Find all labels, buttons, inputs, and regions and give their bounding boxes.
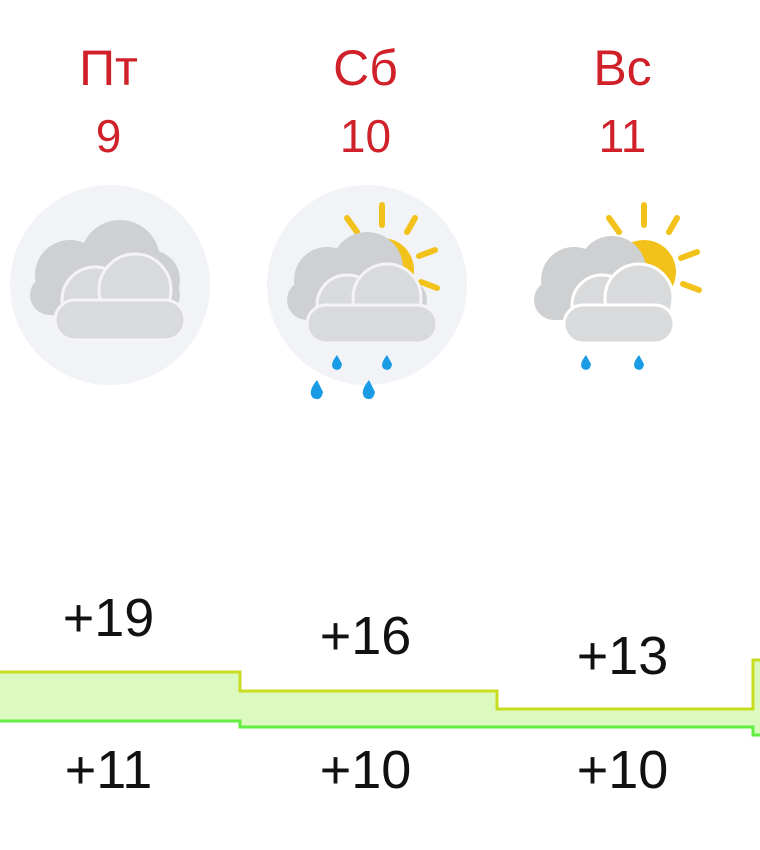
temperature-band-high-line [0,658,760,711]
temperature-band-fill [0,660,760,735]
low-temperature: +10 [576,740,669,800]
low-temperature: +10 [319,740,412,800]
day-column[interactable]: Сб 10 +16 +10 [237,0,494,850]
high-temperature: +13 [576,626,669,686]
date-label: 10 [339,110,392,162]
weekday-label: Сб [333,40,398,96]
partly-cloudy-light-rain-icon [534,202,702,370]
low-temperature: +11 [64,740,153,800]
day-column[interactable]: Пт 9 +19 +11 [0,0,237,850]
date-label: 9 [95,110,122,162]
partly-cloudy-rain-icon [267,185,467,400]
high-temperature: +16 [319,606,412,666]
weekday-label: Вс [593,40,652,96]
high-temperature: +19 [62,588,155,648]
date-label: 11 [598,110,647,162]
cloudy-icon [10,185,210,385]
day-column[interactable]: Вс 11 +13 +10 [494,0,751,850]
temperature-band-low-line [0,719,760,737]
weekday-label: Пт [79,40,138,96]
